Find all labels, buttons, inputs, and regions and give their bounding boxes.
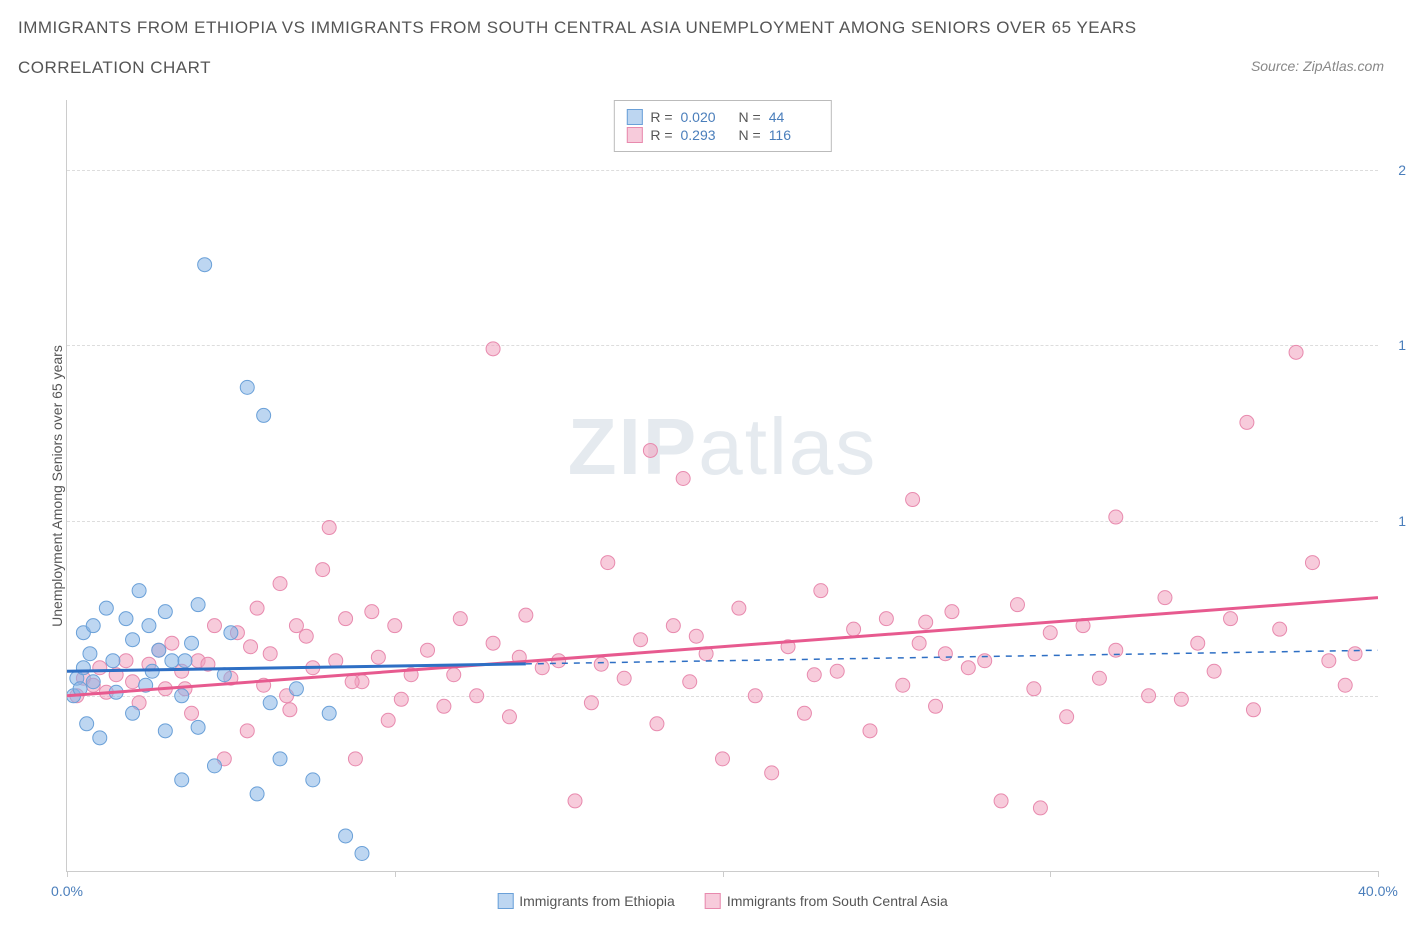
swatch-ethiopia (626, 109, 642, 125)
correlation-legend: R = 0.020 N = 44 R = 0.293 N = 116 (613, 100, 831, 152)
swatch-sca (626, 127, 642, 143)
n-value-ethiopia: 44 (769, 109, 819, 125)
r-value-sca: 0.293 (681, 127, 731, 143)
legend-row-ethiopia: R = 0.020 N = 44 (626, 109, 818, 125)
legend-label-ethiopia: Immigrants from Ethiopia (519, 893, 675, 909)
r-label: R = (650, 109, 672, 125)
r-value-ethiopia: 0.020 (681, 109, 731, 125)
bottom-legend: Immigrants from Ethiopia Immigrants from… (497, 893, 948, 909)
x-tick (1050, 871, 1051, 877)
y-tick-label: 20.0% (1383, 162, 1406, 178)
r-label: R = (650, 127, 672, 143)
legend-item-ethiopia: Immigrants from Ethiopia (497, 893, 675, 909)
x-tick-label: 40.0% (1358, 883, 1398, 899)
x-tick (723, 871, 724, 877)
scatter-svg (67, 100, 1378, 871)
y-tick-label: 5.0% (1383, 688, 1406, 704)
n-label: N = (739, 127, 761, 143)
chart-container: Unemployment Among Seniors over 65 years… (18, 90, 1388, 912)
legend-row-sca: R = 0.293 N = 116 (626, 127, 818, 143)
x-tick (395, 871, 396, 877)
legend-item-sca: Immigrants from South Central Asia (705, 893, 948, 909)
chart-title-line1: IMMIGRANTS FROM ETHIOPIA VS IMMIGRANTS F… (18, 18, 1137, 38)
x-tick (1378, 871, 1379, 877)
y-tick-label: 10.0% (1383, 513, 1406, 529)
x-tick (67, 871, 68, 877)
n-label: N = (739, 109, 761, 125)
y-tick-label: 15.0% (1383, 337, 1406, 353)
plot-area: Unemployment Among Seniors over 65 years… (66, 100, 1378, 872)
n-value-sca: 116 (769, 127, 819, 143)
swatch-sca-btm (705, 893, 721, 909)
y-axis-label: Unemployment Among Seniors over 65 years (49, 345, 65, 627)
x-tick-label: 0.0% (51, 883, 83, 899)
legend-label-sca: Immigrants from South Central Asia (727, 893, 948, 909)
swatch-ethiopia-btm (497, 893, 513, 909)
chart-title-line2: CORRELATION CHART (18, 58, 211, 78)
source-attribution: Source: ZipAtlas.com (1251, 58, 1384, 74)
